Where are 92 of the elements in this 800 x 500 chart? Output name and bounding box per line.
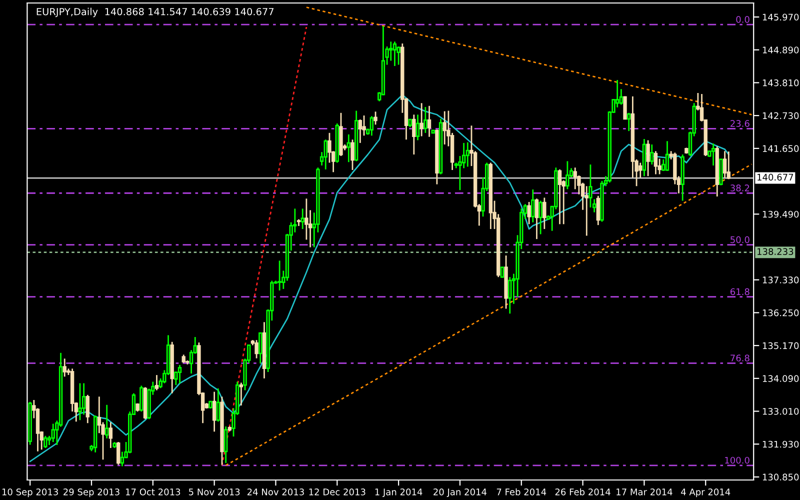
x-tick-label: 1 Jan 2014 — [375, 488, 422, 497]
x-tick-label: 26 Feb 2014 — [555, 488, 610, 496]
x-tick-label: 24 Nov 2013 — [247, 488, 304, 496]
candlestick — [108, 422, 113, 449]
annotation: 76.8 — [730, 354, 750, 362]
candlestick — [427, 105, 432, 138]
candlestick — [350, 138, 354, 171]
candlestick — [722, 150, 727, 178]
candlestick — [500, 266, 504, 278]
candlestick — [278, 260, 282, 292]
x-tick-label: 20 Jan 2014 — [434, 488, 487, 497]
candlestick — [258, 332, 262, 364]
annotation: 38.2 — [730, 184, 750, 192]
x-tick-label: 4 Apr 2014 — [681, 488, 730, 498]
ref-line-label: 140.677 — [757, 174, 794, 181]
y-tick-label: 134.090 — [762, 375, 799, 382]
candlestick — [538, 200, 542, 235]
candlestick — [531, 188, 535, 224]
annotation: 61.8 — [730, 288, 750, 296]
candlestick — [116, 441, 120, 466]
candlestick — [558, 168, 562, 225]
candlestick — [239, 382, 244, 406]
annotation: 100.0 — [725, 456, 750, 464]
candlestick — [466, 142, 470, 168]
candlestick — [627, 112, 631, 132]
y-tick-label: 131.930 — [762, 440, 799, 448]
candlestick — [711, 142, 716, 166]
y-tick-label: 142.730 — [762, 112, 799, 120]
candlestick — [726, 150, 730, 180]
candlestick — [86, 394, 90, 424]
chart-title: EURJPY,Daily 140.868 141.547 140.639 140.677 — [36, 8, 274, 18]
candlestick — [224, 426, 228, 464]
candlestick — [650, 144, 654, 166]
annotation: 0.0 — [736, 16, 750, 23]
candlestick — [420, 102, 424, 137]
candlestick — [358, 118, 362, 144]
y-tick-label: 130.850 — [762, 474, 799, 481]
candlestick — [62, 358, 66, 378]
x-tick-label: 17 Oct 2013 — [126, 488, 180, 496]
candlestick — [654, 150, 658, 175]
y-tick-label: 144.890 — [762, 46, 799, 54]
candlestick — [584, 185, 588, 236]
candlestick — [665, 140, 670, 172]
y-tick-label: 137.330 — [762, 276, 799, 284]
x-tick-label: 29 Sep 2013 — [64, 488, 120, 498]
x-tick-label: 10 Sep 2013 — [2, 488, 58, 498]
candlestick — [44, 435, 48, 449]
candlestick — [396, 46, 400, 66]
candlestick — [140, 385, 144, 412]
y-tick-label: 136.250 — [762, 309, 799, 316]
y-tick-label: 143.810 — [762, 79, 799, 86]
x-tick-label: 12 Dec 2013 — [309, 488, 366, 496]
candlestick — [212, 391, 216, 432]
candlestick — [508, 276, 512, 314]
candlestick — [216, 388, 220, 422]
y-tick-label: 135.170 — [762, 342, 799, 350]
y-tick-label: 141.650 — [762, 145, 799, 152]
x-tick-label: 17 Mar 2014 — [616, 488, 672, 496]
candlestick — [638, 162, 642, 178]
candlestick — [566, 160, 570, 190]
candlestick — [646, 140, 650, 177]
x-tick-label: 5 Nov 2013 — [188, 488, 240, 496]
candlestick — [392, 40, 397, 67]
ref-line-label: 138.233 — [757, 248, 794, 255]
candlestick — [534, 198, 539, 240]
candlestick — [300, 208, 304, 230]
annotation: 50.0 — [730, 236, 750, 244]
candlestick — [424, 106, 428, 134]
candlestick — [370, 115, 374, 136]
candlestick — [346, 134, 351, 163]
candlestick — [154, 374, 159, 391]
candlestick — [412, 114, 416, 156]
candlestick — [442, 110, 446, 146]
y-tick-label: 133.010 — [762, 408, 799, 415]
candlestick — [120, 451, 124, 468]
candlestick — [105, 404, 109, 440]
candlestick — [389, 40, 393, 62]
candlestick — [178, 364, 182, 384]
candlestick — [78, 382, 82, 421]
candlestick — [416, 114, 420, 141]
annotation: 23.6 — [730, 120, 750, 127]
candlestick — [527, 201, 531, 225]
candlestick — [51, 423, 55, 443]
y-tick-label: 139.490 — [762, 210, 799, 218]
candlestick — [324, 138, 328, 170]
candlestick — [374, 110, 378, 126]
candlestick — [596, 195, 600, 226]
candlestick — [254, 339, 258, 360]
candlestick — [588, 164, 592, 208]
y-tick-label: 145.970 — [762, 14, 799, 21]
candlestick — [542, 197, 546, 230]
x-tick-label: 7 Feb 2014 — [496, 488, 546, 496]
